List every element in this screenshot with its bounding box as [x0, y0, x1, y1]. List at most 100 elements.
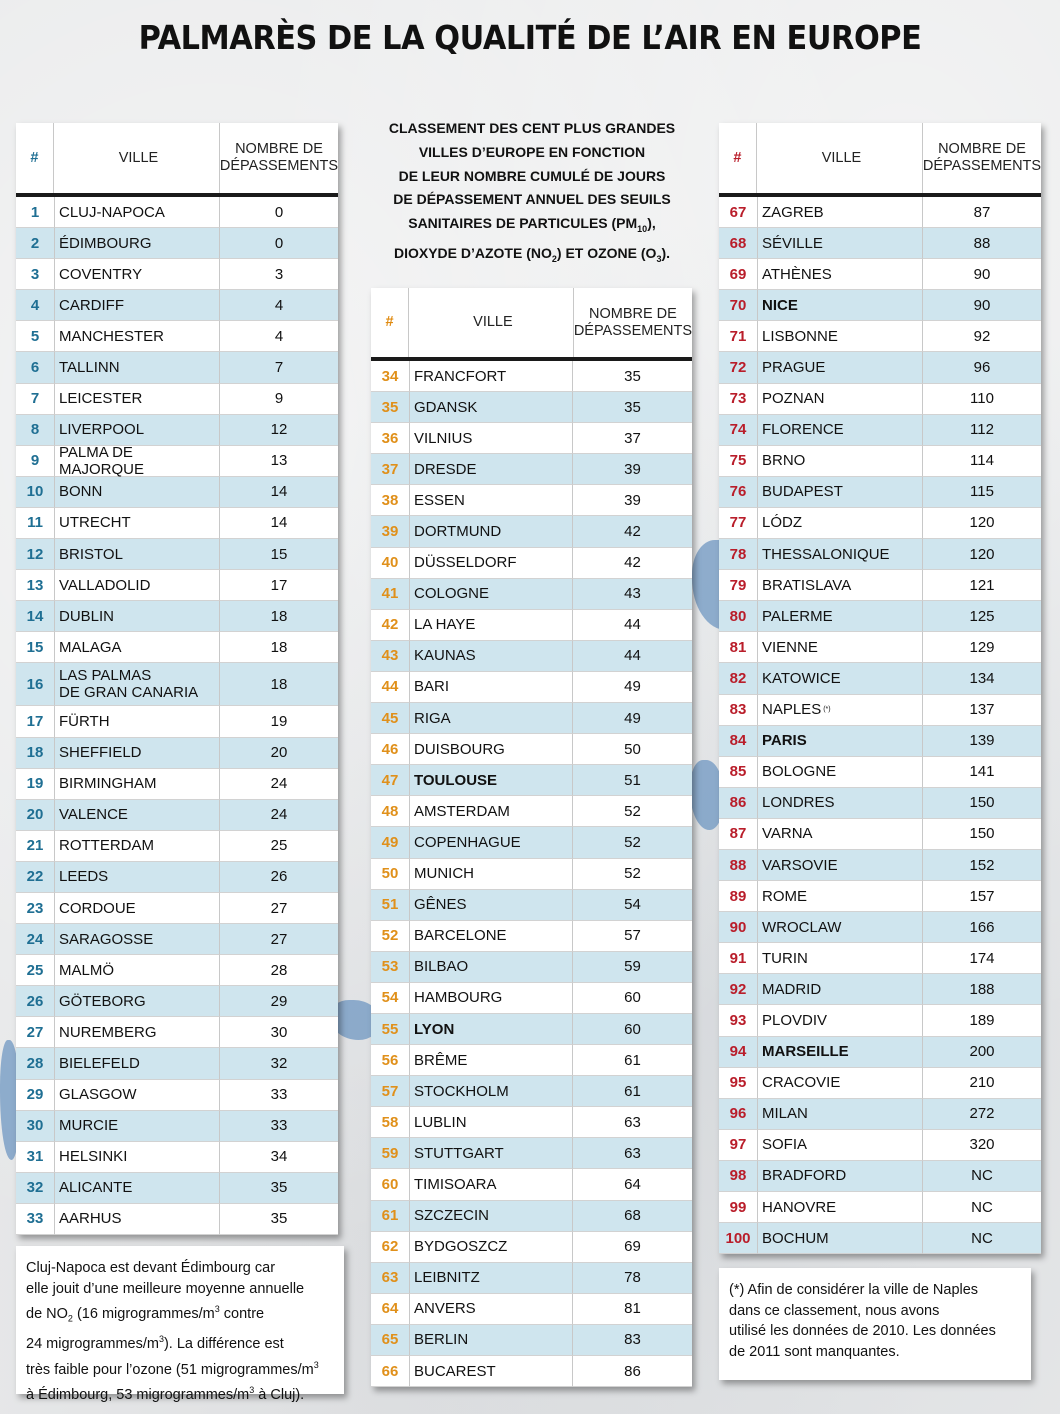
city-cell: DUBLIN	[54, 601, 220, 633]
rank-cell: 25	[16, 955, 54, 987]
ranking-table-1-33: # VILLE NOMBRE DE DÉPASSEMENTS 1 CLUJ-NAPOCA 0…	[16, 123, 338, 1235]
rank-cell: 9	[16, 446, 54, 477]
count-cell: 51	[573, 765, 692, 797]
table-row: 44 BARI 49	[371, 671, 692, 704]
rank-cell: 5	[16, 321, 54, 353]
city-cell: HAMBOURG	[409, 982, 573, 1014]
count-cell: 78	[573, 1263, 692, 1294]
city-name: KATOWICE	[762, 669, 841, 687]
count-cell: 129	[923, 632, 1041, 664]
city-cell: WROCLAW	[757, 912, 923, 944]
rank-cell: 65	[371, 1325, 409, 1356]
city-cell: ZAGREB	[757, 197, 923, 229]
count-cell: 137	[923, 695, 1041, 726]
count-cell: 320	[923, 1130, 1041, 1161]
count-cell: 13	[220, 446, 338, 477]
rank-cell: 16	[16, 663, 54, 707]
rank-cell: 88	[719, 850, 757, 882]
count-cell: 141	[923, 757, 1041, 788]
rank-cell: 26	[16, 986, 54, 1018]
count-cell: 64	[573, 1169, 692, 1201]
count-cell: 14	[220, 477, 338, 508]
rank-cell: 79	[719, 570, 757, 602]
table-row: 80 PALERME 125	[719, 601, 1041, 633]
city-name: THESSALONIQUE	[762, 545, 890, 563]
count-cell: 35	[573, 361, 692, 393]
count-cell: 188	[923, 974, 1041, 1006]
table-row: 17 FÜRTH 19	[16, 706, 338, 738]
city-name: CORDOUE	[59, 899, 136, 917]
city-cell: HANOVRE	[757, 1192, 923, 1224]
rank-cell: 41	[371, 579, 409, 610]
intro-line: DE DÉPASSEMENT ANNUEL DES SEUILS	[393, 191, 671, 208]
city-name: TALLINN	[59, 359, 120, 377]
rank-cell: 40	[371, 548, 409, 579]
city-name: BUDAPEST	[762, 483, 843, 501]
city-cell: DUISBOURG	[409, 734, 573, 766]
city-name: PALERME	[762, 607, 833, 625]
city-name: LIVERPOOL	[59, 421, 145, 439]
city-name: MALMÖ	[59, 961, 115, 979]
city-name: LUBLIN	[414, 1113, 467, 1131]
rank-cell: 35	[371, 392, 409, 424]
table-row: 1 CLUJ-NAPOCA 0	[16, 197, 338, 229]
count-cell: 57	[573, 921, 692, 952]
city-cell: BIRMINGHAM	[54, 768, 220, 800]
count-cell: 35	[573, 392, 692, 424]
city-name: MURCIE	[59, 1117, 119, 1135]
rank-cell: 28	[16, 1048, 54, 1080]
intro-line: DIOXYDE D’AZOTE (NO2) ET OZONE (O3).	[393, 244, 671, 264]
city-cell: ATHÈNES	[757, 259, 923, 291]
count-cell: 90	[923, 290, 1041, 322]
table-row: 23 CORDOUE 27	[16, 892, 338, 925]
city-cell: ROME	[757, 881, 923, 913]
city-name: DÜSSELDORF	[414, 554, 517, 572]
city-cell: COLOGNE	[409, 578, 573, 610]
rank-cell: 3	[16, 259, 54, 291]
city-name: DRESDE	[414, 460, 477, 478]
rank-cell: 77	[719, 508, 757, 540]
table-header: # VILLE NOMBRE DE DÉPASSEMENTS	[371, 288, 692, 361]
city-name: DUBLIN	[59, 607, 115, 625]
city-cell: THESSALONIQUE	[757, 539, 923, 571]
city-name: RIGA	[414, 709, 451, 727]
table-row: 96 MILAN 272	[719, 1098, 1041, 1130]
rank-cell: 58	[371, 1107, 409, 1139]
header-count-line: DÉPASSEMENTS	[922, 158, 1042, 174]
table-row: 85 BOLOGNE 141	[719, 756, 1041, 788]
rank-cell: 57	[371, 1076, 409, 1108]
table-row: 51 GÊNES 54	[371, 889, 692, 921]
table-row: 59 STUTTGART 63	[371, 1138, 692, 1170]
table-row: 82 KATOWICE 134	[719, 663, 1041, 695]
rank-cell: 54	[371, 983, 409, 1014]
header-rank: #	[30, 149, 39, 166]
city-cell: BYDGOSZCZ	[409, 1231, 573, 1263]
city-cell: BOLOGNE	[757, 756, 923, 788]
count-cell: 150	[923, 788, 1041, 819]
rank-cell: 19	[16, 769, 54, 800]
city-cell: DÜSSELDORF	[409, 547, 573, 579]
rank-cell: 42	[371, 610, 409, 641]
rank-cell: 72	[719, 352, 757, 384]
city-name: ÉDIMBOURG	[59, 234, 152, 252]
city-cell: ROTTERDAM	[54, 830, 220, 862]
count-cell: 50	[573, 734, 692, 766]
table-row: 93 PLOVDIV 189	[719, 1005, 1041, 1037]
rank-cell: 53	[371, 952, 409, 983]
table-row: 90 WROCLAW 166	[719, 912, 1041, 944]
table-row: 22 LEEDS 26	[16, 861, 338, 893]
rank-cell: 59	[371, 1138, 409, 1170]
count-cell: 25	[220, 831, 338, 862]
rank-cell: 36	[371, 423, 409, 455]
rank-cell: 37	[371, 454, 409, 486]
city-name: SHEFFIELD	[59, 744, 142, 762]
header-count-line: NOMBRE DE	[235, 141, 323, 157]
count-cell: 15	[220, 539, 338, 571]
table-row: 88 VARSOVIE 152	[719, 849, 1041, 882]
rank-cell: 82	[719, 663, 757, 695]
table-row: 68 SÉVILLE 88	[719, 228, 1041, 260]
rank-cell: 12	[16, 539, 54, 571]
city-name: SZCZECIN	[414, 1207, 489, 1225]
city-name: VARSOVIE	[762, 856, 838, 874]
city-name: CLUJ-NAPOCA	[59, 203, 165, 221]
